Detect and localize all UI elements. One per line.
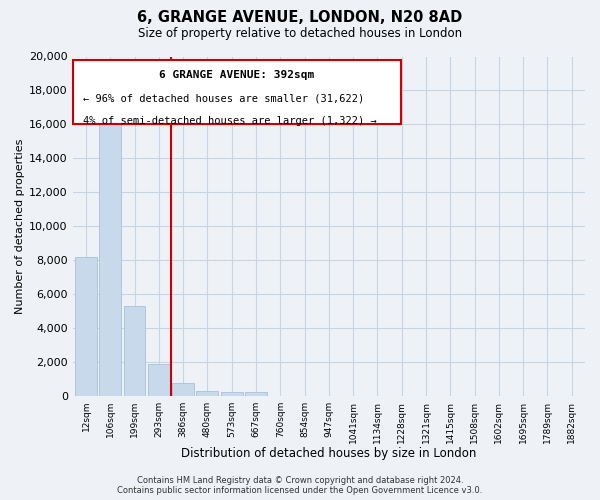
Bar	[75, 256, 97, 396]
Bar	[196, 391, 218, 396]
Text: Size of property relative to detached houses in London: Size of property relative to detached ho…	[138, 28, 462, 40]
Bar	[245, 392, 267, 396]
FancyBboxPatch shape	[73, 60, 401, 124]
Text: 6 GRANGE AVENUE: 392sqm: 6 GRANGE AVENUE: 392sqm	[159, 70, 314, 80]
Bar	[221, 392, 242, 396]
Text: 6, GRANGE AVENUE, LONDON, N20 8AD: 6, GRANGE AVENUE, LONDON, N20 8AD	[137, 10, 463, 25]
Text: ← 96% of detached houses are smaller (31,622): ← 96% of detached houses are smaller (31…	[83, 94, 364, 104]
Bar	[124, 306, 145, 396]
Bar	[100, 116, 121, 396]
Y-axis label: Number of detached properties: Number of detached properties	[15, 138, 25, 314]
X-axis label: Distribution of detached houses by size in London: Distribution of detached houses by size …	[181, 447, 476, 460]
Text: Contains HM Land Registry data © Crown copyright and database right 2024.
Contai: Contains HM Land Registry data © Crown c…	[118, 476, 482, 495]
Text: 4% of semi-detached houses are larger (1,322) →: 4% of semi-detached houses are larger (1…	[83, 116, 377, 126]
Bar	[172, 383, 194, 396]
Bar	[148, 364, 170, 396]
